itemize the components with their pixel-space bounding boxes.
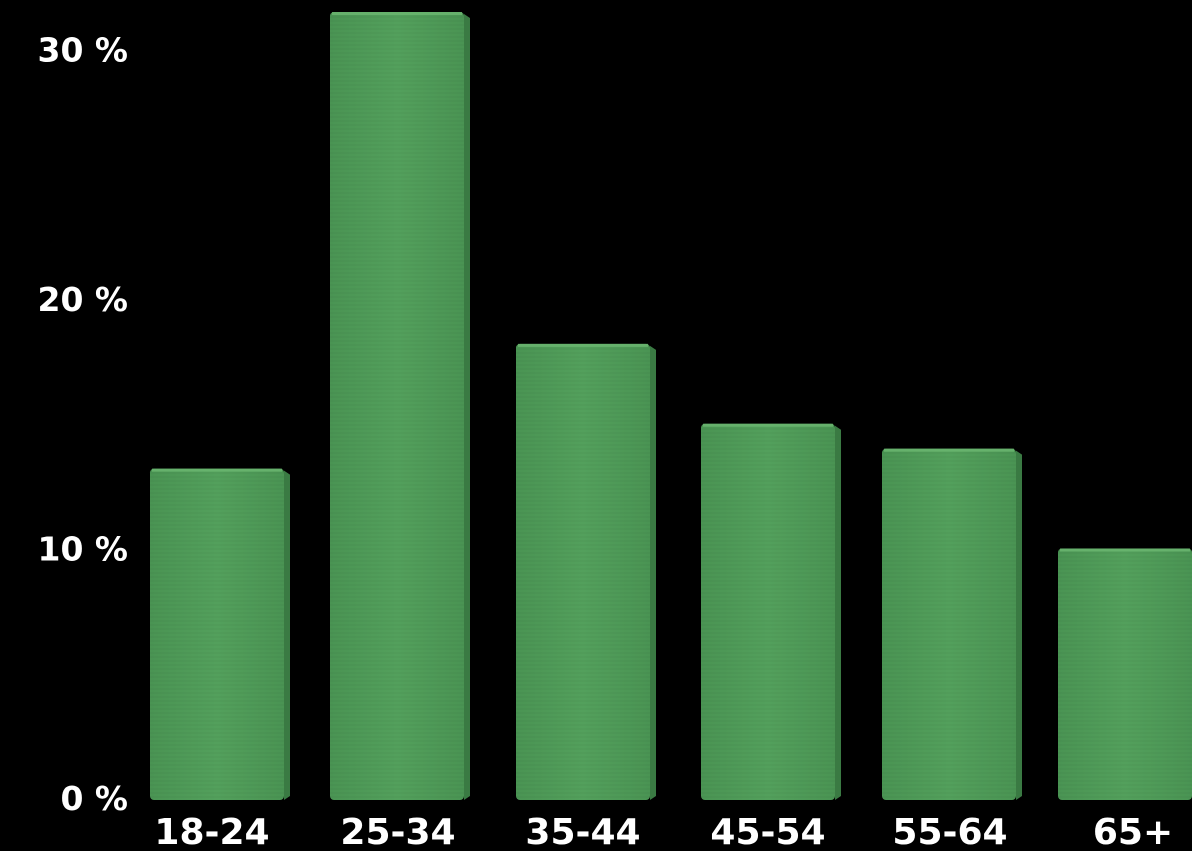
x-tick-label: 18-24 [154, 812, 269, 851]
bar-side [284, 470, 290, 800]
y-tick-label: 20 % [38, 280, 128, 319]
bar-top [518, 343, 648, 347]
bar-top [884, 448, 1014, 452]
y-tick-label: 0 % [60, 779, 128, 818]
bar-texture [330, 12, 464, 800]
y-axis: 0 % 10 % 20 % 30 % [38, 30, 128, 818]
bar-texture [150, 468, 284, 800]
bar-18-24 [150, 468, 290, 800]
y-tick-label: 10 % [38, 529, 128, 568]
bar-65+ [1058, 548, 1192, 800]
bar-texture [516, 343, 650, 800]
x-tick-label: 55-64 [892, 812, 1007, 851]
x-tick-label: 25-34 [340, 812, 455, 851]
x-tick-label: 35-44 [525, 812, 640, 851]
bar-top [332, 12, 462, 15]
bar-side [835, 425, 841, 800]
bar-top [1060, 548, 1190, 552]
bar-side [650, 345, 656, 800]
bar-texture [882, 448, 1016, 800]
bar-side [1016, 450, 1022, 800]
x-tick-label: 65+ [1093, 812, 1173, 851]
bar-top [703, 423, 833, 427]
bar-top [152, 468, 282, 472]
bar-texture [1058, 548, 1192, 800]
bar-45-54 [701, 423, 841, 800]
bar-55-64 [882, 448, 1022, 800]
x-tick-label: 45-54 [710, 812, 825, 851]
bar-35-44 [516, 343, 656, 800]
bars [150, 12, 1192, 800]
bar-25-34 [330, 12, 470, 800]
bar-texture [701, 423, 835, 800]
bar-side [464, 14, 470, 800]
y-tick-label: 30 % [38, 30, 128, 69]
x-axis: 18-24 25-34 35-44 45-54 55-64 65+ [154, 812, 1173, 851]
